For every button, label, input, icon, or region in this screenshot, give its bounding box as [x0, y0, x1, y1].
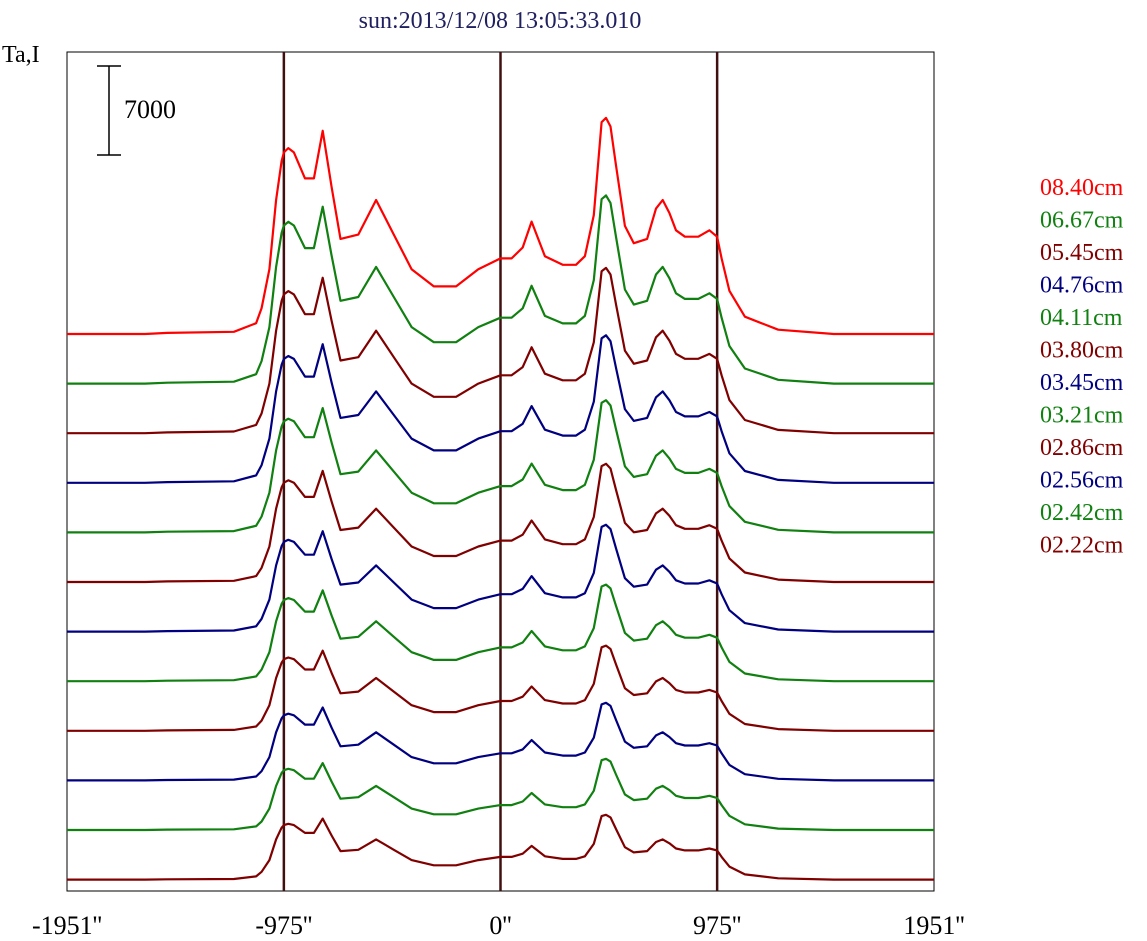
series-line-05.45cm: [67, 266, 934, 435]
chart-title: sun:2013/12/08 13:05:33.010: [359, 8, 642, 34]
vertical-markers: [282, 52, 719, 891]
x-tick-label-0: -1951'': [32, 911, 102, 940]
scale-bar-label: 7000: [124, 95, 176, 124]
series-line-03.80cm: [67, 462, 934, 584]
x-tick-label-1: -975'': [255, 911, 312, 940]
legend-entry-05.45cm: 05.45cm: [1040, 240, 1124, 266]
series-line-02.56cm: [67, 701, 934, 782]
series-line-02.86cm: [67, 644, 934, 732]
legend-entry-02.56cm: 02.56cm: [1040, 468, 1124, 494]
legend-entry-04.76cm: 04.76cm: [1040, 273, 1124, 299]
series-line-04.11cm: [67, 399, 934, 534]
series-line-08.40cm: [67, 116, 934, 336]
x-tick-label-3: 975'': [693, 911, 741, 940]
x-tick-labels: -1951'' -975'' 0'' 975'' 1951'': [32, 911, 965, 940]
series-line-02.22cm: [67, 813, 934, 881]
series-line-02.42cm: [67, 757, 934, 832]
x-tick-label-2: 0'': [489, 911, 511, 940]
legend-entry-04.11cm: 04.11cm: [1040, 305, 1123, 331]
x-tick-label-4: 1951'': [903, 911, 964, 940]
legend-entry-02.42cm: 02.42cm: [1040, 500, 1124, 526]
legend-entry-03.21cm: 03.21cm: [1040, 403, 1124, 429]
legend: 08.40cm 06.67cm 05.45cm 04.76cm 04.11cm 03.80…: [1040, 175, 1124, 559]
legend-entry-02.22cm: 02.22cm: [1040, 533, 1124, 559]
legend-entry-06.67cm: 06.67cm: [1040, 208, 1124, 234]
scale-bar: 7000: [97, 65, 176, 156]
legend-entry-02.86cm: 02.86cm: [1040, 435, 1124, 461]
y-axis-label: Ta,I: [2, 42, 40, 68]
series-lines: [67, 116, 934, 881]
series-line-03.21cm: [67, 583, 934, 683]
legend-entry-08.40cm: 08.40cm: [1040, 175, 1124, 201]
series-line-03.45cm: [67, 523, 934, 633]
legend-entry-03.45cm: 03.45cm: [1040, 370, 1124, 396]
series-line-06.67cm: [67, 194, 934, 385]
series-line-04.76cm: [67, 334, 934, 484]
legend-entry-03.80cm: 03.80cm: [1040, 338, 1124, 364]
